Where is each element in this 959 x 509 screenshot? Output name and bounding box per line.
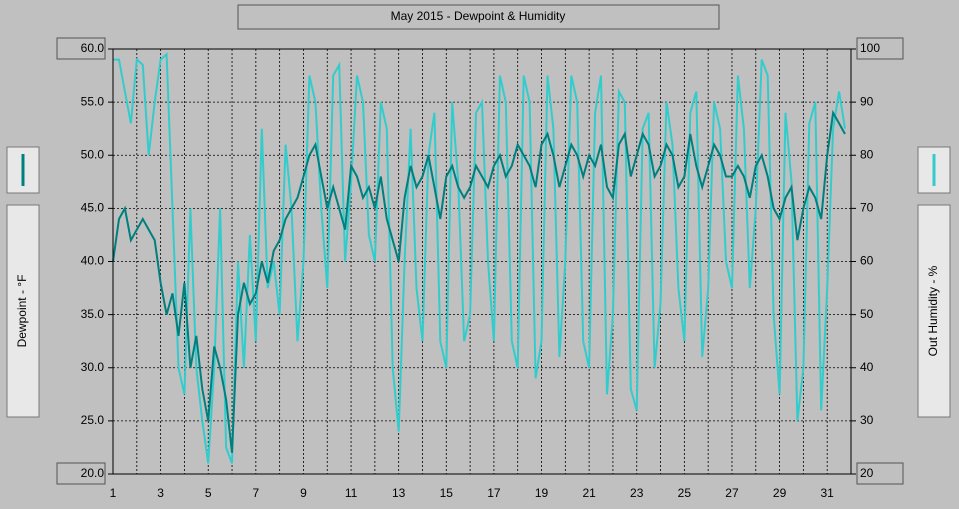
y2-tick-label: 40 (860, 360, 874, 374)
title-box (237, 4, 720, 30)
x-tick-label: 25 (678, 486, 692, 500)
y2-tick-label: 80 (860, 147, 874, 161)
y2label-box (917, 204, 951, 418)
x-tick-label: 23 (630, 486, 644, 500)
x-tick-label: 13 (392, 486, 406, 500)
x-tick-label: 9 (300, 486, 307, 500)
x-tick-label: 5 (205, 486, 212, 500)
y2-tick-label: 90 (860, 94, 874, 108)
y2-tick-label: 70 (860, 201, 874, 215)
y-tick-label: 60.0 (81, 41, 105, 55)
x-tick-label: 31 (821, 486, 835, 500)
x-tick-label: 29 (773, 486, 787, 500)
x-tick-label: 11 (345, 486, 358, 500)
x-tick-label: 21 (582, 486, 596, 500)
tick-box (56, 37, 106, 60)
y-tick-label: 40.0 (81, 254, 105, 268)
y2-axis-label: Out Humidity - % (926, 265, 940, 356)
plot-border (112, 48, 852, 475)
ylabel-box (6, 204, 40, 418)
y-tick-label: 25.0 (81, 413, 105, 427)
y-axis-label: Dewpoint - °F (15, 275, 29, 348)
y-tick-label: 30.0 (81, 360, 105, 374)
y-tick-label: 20.0 (81, 466, 105, 480)
tick-box (856, 37, 904, 60)
x-tick-label: 19 (535, 486, 549, 500)
x-tick-label: 17 (487, 486, 501, 500)
chart-title: May 2015 - Dewpoint & Humidity (391, 9, 566, 23)
y-tick-label: 45.0 (81, 201, 105, 215)
y-tick-label: 55.0 (81, 94, 105, 108)
x-tick-label: 15 (440, 486, 454, 500)
x-tick-label: 1 (110, 486, 117, 500)
y2-tick-label: 60 (860, 254, 874, 268)
y-tick-label: 35.0 (81, 307, 105, 321)
series-line (112, 109, 846, 453)
y2-tick-label: 100 (860, 41, 880, 55)
x-tick-label: 7 (252, 486, 259, 500)
tick-box (856, 462, 904, 485)
x-tick-label: 3 (157, 486, 164, 500)
y-tick-label: 50.0 (81, 147, 105, 161)
y2-tick-label: 50 (860, 307, 874, 321)
x-tick-label: 27 (725, 486, 739, 500)
y2-tick-label: 30 (860, 413, 874, 427)
tick-box (56, 462, 106, 485)
y2-tick-label: 20 (860, 466, 874, 480)
